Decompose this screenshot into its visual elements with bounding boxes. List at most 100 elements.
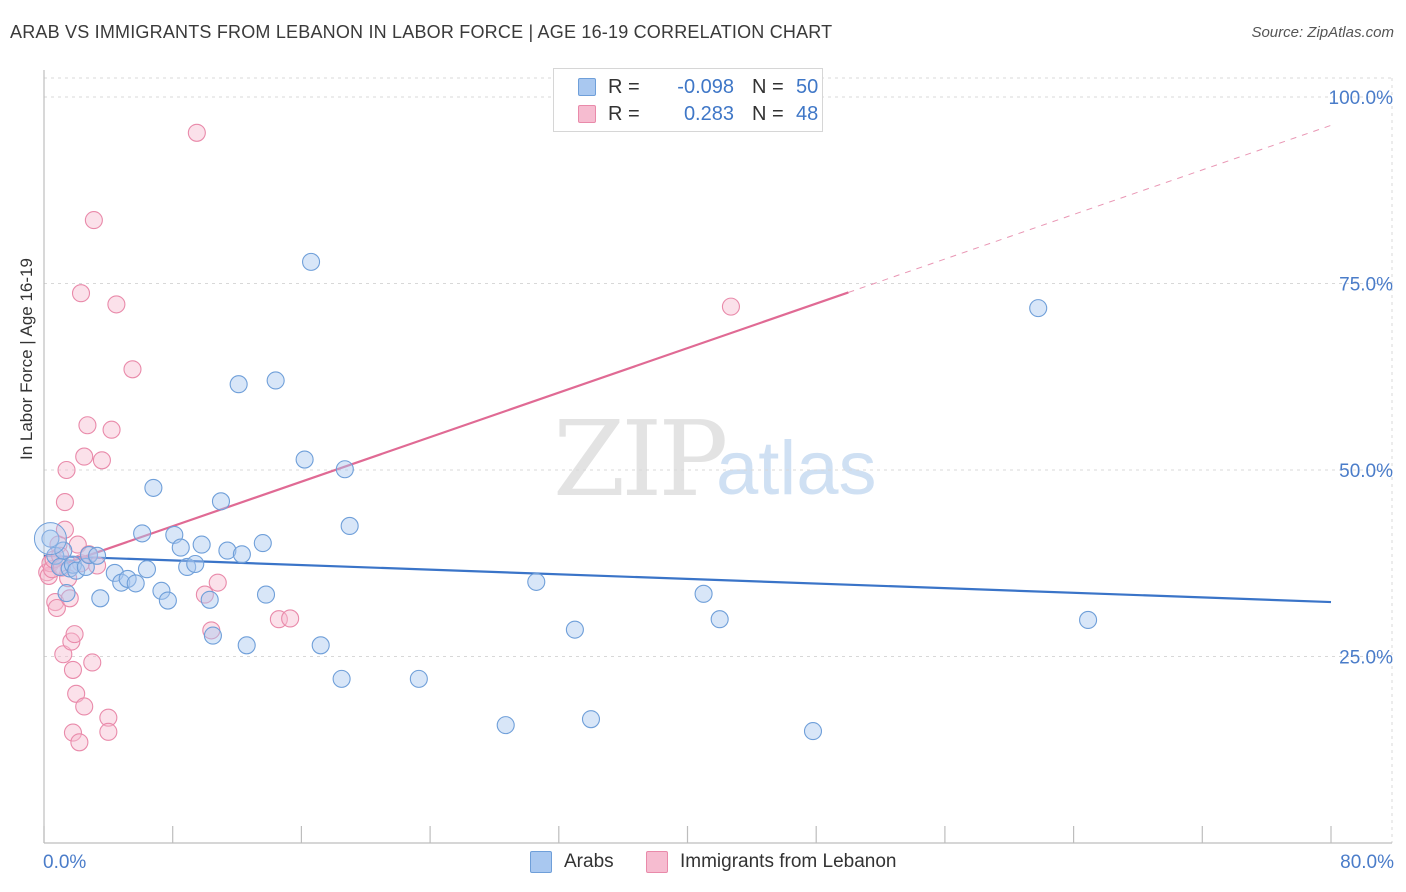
arab-point xyxy=(266,371,285,390)
arab-point xyxy=(340,516,359,536)
arab-point xyxy=(496,716,515,735)
lebanon-point xyxy=(83,653,102,672)
lebanon-point xyxy=(721,297,740,316)
legend-item-lebanon: Immigrants from Lebanon xyxy=(646,851,897,873)
lebanon-trend-extension xyxy=(848,124,1332,293)
y-axis-label: In Labor Force | Age 16-19 xyxy=(17,258,36,460)
lebanon-point xyxy=(107,295,126,314)
legend-label-lebanon: Immigrants from Lebanon xyxy=(680,851,897,872)
source-label: Source: ZipAtlas.com xyxy=(1251,24,1394,41)
arab-point xyxy=(158,591,177,610)
y-tick-label: 100.0% xyxy=(1329,88,1394,109)
arab-trend-line xyxy=(43,554,1332,604)
lebanon-point xyxy=(67,684,86,703)
arab-point xyxy=(192,535,211,554)
arab-point xyxy=(803,722,823,741)
chart-title: ARAB VS IMMIGRANTS FROM LEBANON IN LABOR… xyxy=(10,22,833,42)
arab-point xyxy=(137,560,157,579)
arab-point xyxy=(133,524,152,543)
arab-point xyxy=(211,492,231,511)
arab-point xyxy=(126,574,145,593)
n-value: 50 xyxy=(796,75,819,98)
r-value: -0.098 xyxy=(677,75,734,98)
arab-point xyxy=(91,589,110,608)
legend-item-arabs: Arabs xyxy=(530,851,614,873)
arab-point-large xyxy=(33,522,67,556)
lebanon-point xyxy=(99,722,118,741)
lebanon-trend-line xyxy=(43,291,849,572)
lebanon-point xyxy=(102,420,121,439)
blue-swatch xyxy=(530,851,552,873)
axes xyxy=(43,70,1392,844)
r-value: 0.283 xyxy=(683,102,734,125)
lebanon-point xyxy=(57,460,76,480)
arab-point xyxy=(88,546,107,565)
arab-point xyxy=(67,561,86,580)
arab-point xyxy=(232,545,251,564)
lebanon-point xyxy=(65,625,84,644)
arab-point xyxy=(54,541,73,560)
y-tick-label: 75.0% xyxy=(1339,275,1393,296)
y-tick-labels: 25.0% 50.0% 75.0% 100.0% xyxy=(1329,88,1394,669)
n-value: 48 xyxy=(796,102,819,125)
arab-point xyxy=(256,585,276,604)
arab-point xyxy=(332,669,351,688)
lebanon-point xyxy=(47,598,66,618)
correlation-legend: R = -0.098 N = 50 R = 0.283 N = 48 xyxy=(553,68,823,132)
y-tick-label: 50.0% xyxy=(1339,461,1393,482)
x-axis-min-label: 0.0% xyxy=(43,852,87,873)
legend-row-arabs: R = -0.098 N = 50 xyxy=(578,74,818,100)
arab-point xyxy=(186,554,205,574)
lebanon-point xyxy=(55,520,74,539)
arab-point xyxy=(527,572,546,591)
data-points xyxy=(33,123,1098,752)
lebanon-point xyxy=(75,697,94,716)
arab-point xyxy=(41,529,60,548)
watermark-atlas: atlas xyxy=(716,426,877,511)
lebanon-point xyxy=(92,451,111,470)
y-tick-label: 25.0% xyxy=(1339,648,1393,669)
n-label: N = xyxy=(752,75,784,98)
r-label: R = xyxy=(608,102,640,125)
lebanon-point xyxy=(55,493,74,512)
arab-point xyxy=(1029,299,1048,318)
arab-point xyxy=(295,450,314,469)
lebanon-point xyxy=(63,660,83,679)
lebanon-point xyxy=(75,447,94,466)
arab-point xyxy=(581,710,601,729)
r-label: R = xyxy=(608,75,640,98)
lebanon-point xyxy=(71,284,91,303)
x-axis-max-label: 80.0% xyxy=(1340,852,1394,873)
blue-swatch xyxy=(578,78,596,96)
arab-point xyxy=(565,620,584,639)
trend-lines xyxy=(43,124,1332,604)
arab-point xyxy=(694,584,713,603)
arab-point xyxy=(1079,610,1098,629)
arab-point xyxy=(57,584,76,603)
grid-lines xyxy=(44,77,1393,843)
lebanon-point xyxy=(208,573,227,592)
arab-point xyxy=(253,534,272,553)
lebanon-point xyxy=(195,585,214,604)
arab-point xyxy=(200,590,219,609)
lebanon-point xyxy=(54,645,73,664)
pink-swatch xyxy=(646,851,668,873)
arab-point xyxy=(218,541,237,560)
arab-point xyxy=(152,581,171,600)
watermark-zip: ZIP xyxy=(553,398,728,520)
lebanon-point xyxy=(187,123,206,142)
lebanon-point xyxy=(60,589,79,608)
lebanon-point xyxy=(78,416,97,435)
arab-point xyxy=(203,626,222,645)
arab-point xyxy=(710,610,729,629)
pink-swatch xyxy=(578,105,596,123)
arab-point xyxy=(409,669,428,688)
arab-point xyxy=(311,636,330,655)
n-label: N = xyxy=(752,102,784,125)
lebanon-point xyxy=(63,723,83,742)
legend-row-lebanon: R = 0.283 N = 48 xyxy=(578,101,818,127)
arab-point xyxy=(144,478,163,497)
arab-point xyxy=(335,460,354,479)
lebanon-point xyxy=(70,733,89,752)
